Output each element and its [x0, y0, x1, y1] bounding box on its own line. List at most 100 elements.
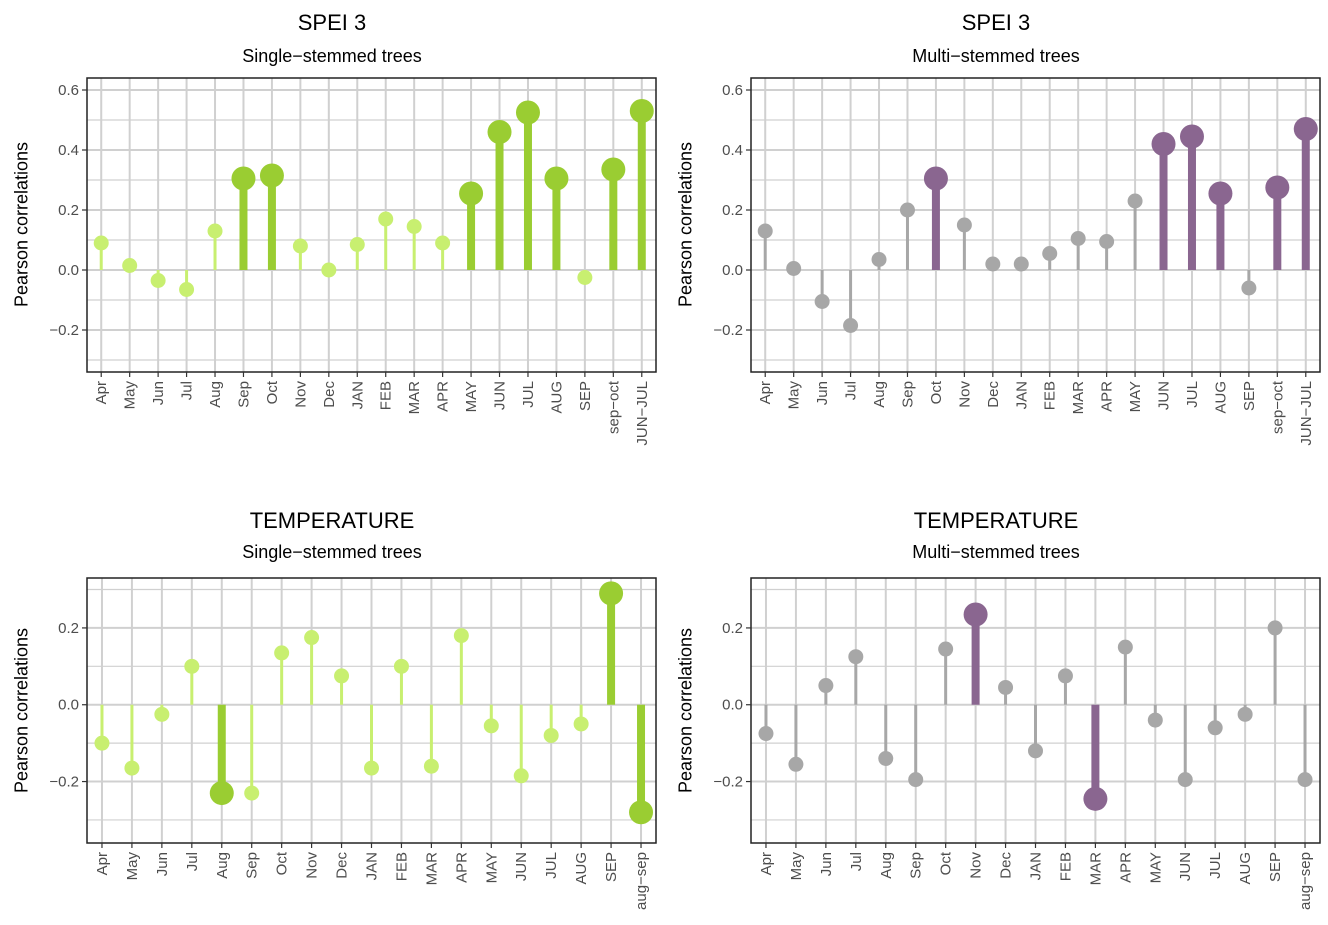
data-point [184, 658, 200, 674]
x-tick-label: Jul [848, 852, 865, 871]
data-point [321, 262, 337, 278]
x-tick-label: aug−sep [633, 852, 650, 910]
x-tick-label: MAY [1127, 381, 1144, 412]
x-tick-label: MAR [406, 381, 423, 415]
data-point [349, 237, 365, 252]
x-tick-label: JAN [1028, 852, 1045, 880]
plot-svg: −0.2 0.0 0.2 Apr May Jun Jul Aug Sep Oct Nov Dec JAN… [713, 577, 1321, 910]
data-point [1297, 772, 1313, 788]
data-point [1013, 256, 1029, 272]
data-point [1241, 280, 1257, 296]
data-point [577, 270, 593, 285]
chart-temperature-multi: TEMPERATURE Multi−stemmed trees Pearson … [664, 462, 1328, 924]
x-tick-label: Nov [304, 852, 321, 879]
x-tick-label: Apr [93, 381, 110, 404]
data-point [1028, 743, 1043, 759]
x-tick-label: APR [1099, 381, 1116, 412]
data-point [459, 181, 484, 206]
x-tick-label: MAY [1147, 852, 1164, 883]
data-point [93, 235, 109, 251]
data-point [629, 99, 654, 123]
x-tick-label: JUL [1184, 381, 1201, 408]
chart-title: SPEI 3 [297, 10, 367, 35]
data-point [1293, 117, 1318, 141]
x-tick-label: APR [435, 381, 452, 412]
x-tick-label: Nov [292, 381, 309, 408]
lollipop-marks [757, 117, 1318, 333]
data-point [1083, 786, 1108, 811]
x-tick-label: JUN [513, 852, 530, 881]
x-tick-label: JAN [1013, 381, 1030, 409]
y-tick-label: −0.2 [49, 774, 79, 791]
chart-subtitle: Single−stemmed trees [242, 542, 422, 562]
data-point [599, 581, 624, 606]
x-tick-label: FEB [393, 852, 410, 881]
y-tick-label: 0.6 [722, 82, 743, 99]
x-tick-label: aug−sep [1297, 852, 1314, 910]
chart-temperature-single: TEMPERATURE Single−stemmed trees Pearson… [0, 462, 664, 924]
x-tick-label: Sep [235, 381, 252, 408]
data-point [998, 679, 1014, 695]
x-axis: Apr May Jun Jul Aug Sep Oct Nov Dec JAN FEB MAR APR M… [93, 372, 651, 446]
chart-subtitle: Multi−stemmed trees [912, 46, 1080, 66]
plot-svg: −0.2 0.0 0.2 0.4 0.6 Apr May Jun Jul Aug Sep Oct Nov… [713, 77, 1321, 446]
data-point [908, 772, 924, 788]
data-point [124, 760, 140, 776]
data-point [1099, 234, 1115, 249]
data-point [956, 217, 972, 233]
y-axis: −0.2 0.0 0.2 [49, 620, 87, 791]
x-tick-label: FEB [1057, 852, 1074, 881]
data-point [453, 628, 469, 644]
x-tick-label: Sep [244, 852, 261, 879]
y-axis: −0.2 0.0 0.2 0.4 0.6 [713, 82, 751, 339]
data-point [601, 157, 626, 182]
y-tick-label: 0.4 [722, 142, 743, 159]
x-tick-label: Dec [985, 381, 1002, 408]
data-point [1127, 193, 1143, 209]
data-point [1207, 720, 1223, 736]
y-tick-label: 0.2 [722, 202, 743, 219]
chart-title: TEMPERATURE [913, 508, 1079, 533]
chart-spei3-multi: SPEI 3 Multi−stemmed trees Pearson corre… [664, 0, 1328, 462]
data-point [1208, 181, 1233, 206]
x-tick-label: MAY [463, 381, 480, 412]
data-point [179, 282, 195, 297]
x-tick-label: Dec [998, 852, 1015, 879]
data-point [843, 318, 859, 333]
data-point [1237, 706, 1253, 722]
x-tick-label: JUL [1207, 852, 1224, 879]
data-point [1179, 124, 1204, 149]
chart-title: TEMPERATURE [249, 508, 415, 533]
y-tick-label: −0.2 [49, 322, 79, 339]
x-tick-label: Oct [928, 380, 945, 404]
data-point [923, 166, 948, 191]
data-point [938, 641, 954, 657]
y-tick-label: 0.0 [58, 262, 79, 279]
plot-svg: −0.2 0.0 0.2 Apr May Jun Jul Aug Sep Oct Nov Dec JAN… [49, 577, 657, 910]
data-point [573, 716, 589, 732]
data-point [1057, 668, 1073, 684]
x-tick-label: sep−oct [605, 380, 622, 434]
data-point [487, 120, 512, 144]
x-tick-label: JUN [1177, 852, 1194, 881]
x-tick-label: JUN−JUL [634, 381, 651, 446]
data-point [985, 256, 1001, 272]
x-tick-label: May [124, 852, 141, 881]
data-point [122, 258, 138, 273]
x-tick-label: SEP [603, 852, 620, 882]
x-tick-label: Jul [184, 852, 201, 871]
x-axis: Apr May Jun Jul Aug Sep Oct Nov Dec JAN FEB MAR APR M… [757, 372, 1315, 446]
data-point [1267, 620, 1283, 636]
x-tick-label: Apr [94, 852, 111, 875]
x-tick-label: Oct [938, 851, 955, 875]
x-tick-label: Aug [878, 852, 895, 879]
data-point [871, 252, 887, 267]
x-tick-label: Nov [956, 381, 973, 408]
x-tick-label: FEB [1042, 381, 1059, 410]
data-point [786, 261, 802, 276]
y-tick-label: 0.0 [722, 262, 743, 279]
x-tick-label: Jul [179, 381, 196, 400]
data-point [513, 768, 529, 784]
x-tick-label: SEP [577, 381, 594, 411]
y-tick-label: 0.0 [722, 697, 743, 714]
